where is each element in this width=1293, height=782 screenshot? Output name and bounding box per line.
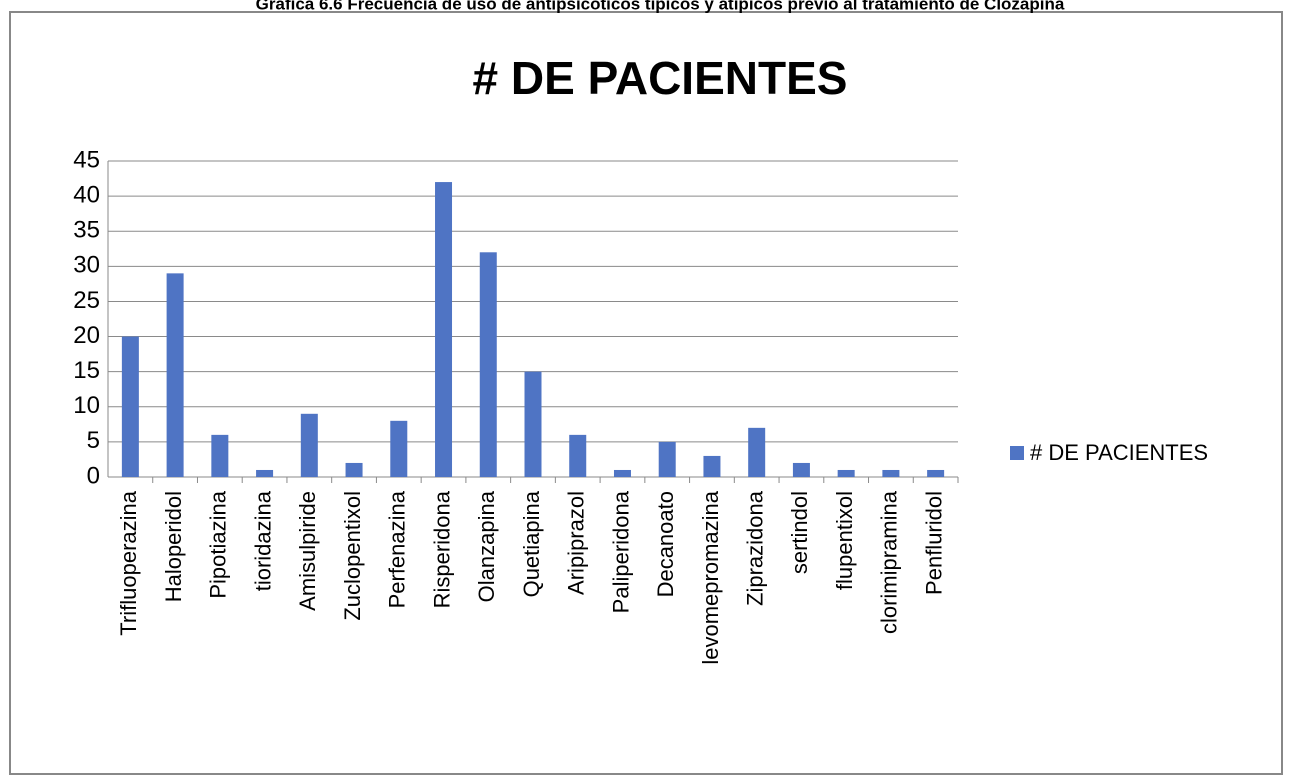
y-tick-label: 30 — [73, 252, 100, 279]
x-tick-label: Amisulpiride — [295, 491, 320, 611]
bar — [748, 427, 766, 477]
bar — [882, 469, 900, 477]
bar — [569, 434, 587, 477]
bar — [435, 182, 453, 478]
x-tick-label: Haloperidol — [161, 491, 186, 602]
x-tick-label: Perfenazina — [385, 490, 410, 608]
y-tick-label: 0 — [87, 462, 100, 489]
y-tick-label: 5 — [87, 427, 100, 454]
bar — [300, 413, 318, 477]
legend-label: # DE PACIENTES — [1030, 440, 1208, 465]
x-tick-label: Ziprazidona — [742, 490, 767, 606]
x-tick-label: tioridazina — [250, 490, 275, 591]
y-tick-label: 10 — [73, 392, 100, 419]
x-tick-label: Paliperidona — [608, 490, 633, 613]
x-tick-label: Olanzapina — [474, 490, 499, 602]
bar — [211, 434, 229, 477]
bar — [613, 469, 631, 477]
x-tick-label: Trifluoperazina — [116, 490, 141, 635]
x-tick-label: Risperidona — [429, 490, 454, 608]
bar — [345, 462, 363, 477]
bar — [792, 462, 810, 477]
y-tick-label: 45 — [73, 146, 100, 173]
bar — [256, 469, 274, 477]
y-tick-label: 40 — [73, 181, 100, 208]
chart-frame — [9, 11, 1283, 775]
bar — [703, 455, 721, 477]
x-tick-label: Aripiprazol — [564, 491, 589, 595]
y-tick-label: 20 — [73, 322, 100, 349]
x-tick-label: Decanoato — [653, 491, 678, 597]
x-tick-label: flupentixol — [832, 491, 857, 590]
x-tick-label: Zuclopentixol — [340, 491, 365, 621]
legend-swatch — [1010, 446, 1024, 460]
y-tick-label: 25 — [73, 287, 100, 314]
x-tick-label: clorimipramina — [877, 490, 902, 634]
bar — [166, 273, 184, 477]
bar — [524, 371, 542, 477]
caption: Gráfica 6.6 Frecuencia de uso de antipsi… — [256, 0, 1065, 13]
bar — [390, 420, 408, 477]
x-tick-label: Pipotiazina — [206, 490, 231, 598]
x-tick-label: sertindol — [787, 491, 812, 574]
x-tick-label: Quetiapina — [519, 490, 544, 597]
bar — [479, 252, 497, 477]
y-tick-label: 15 — [73, 357, 100, 384]
bar — [927, 469, 945, 477]
x-tick-label: Penfluridol — [921, 491, 946, 595]
bar — [121, 336, 139, 477]
x-tick-label: levomepromazina — [698, 490, 723, 664]
y-tick-label: 35 — [73, 217, 100, 244]
chart-title: # DE PACIENTES — [473, 52, 848, 104]
bar — [837, 469, 855, 477]
bar — [658, 441, 676, 477]
